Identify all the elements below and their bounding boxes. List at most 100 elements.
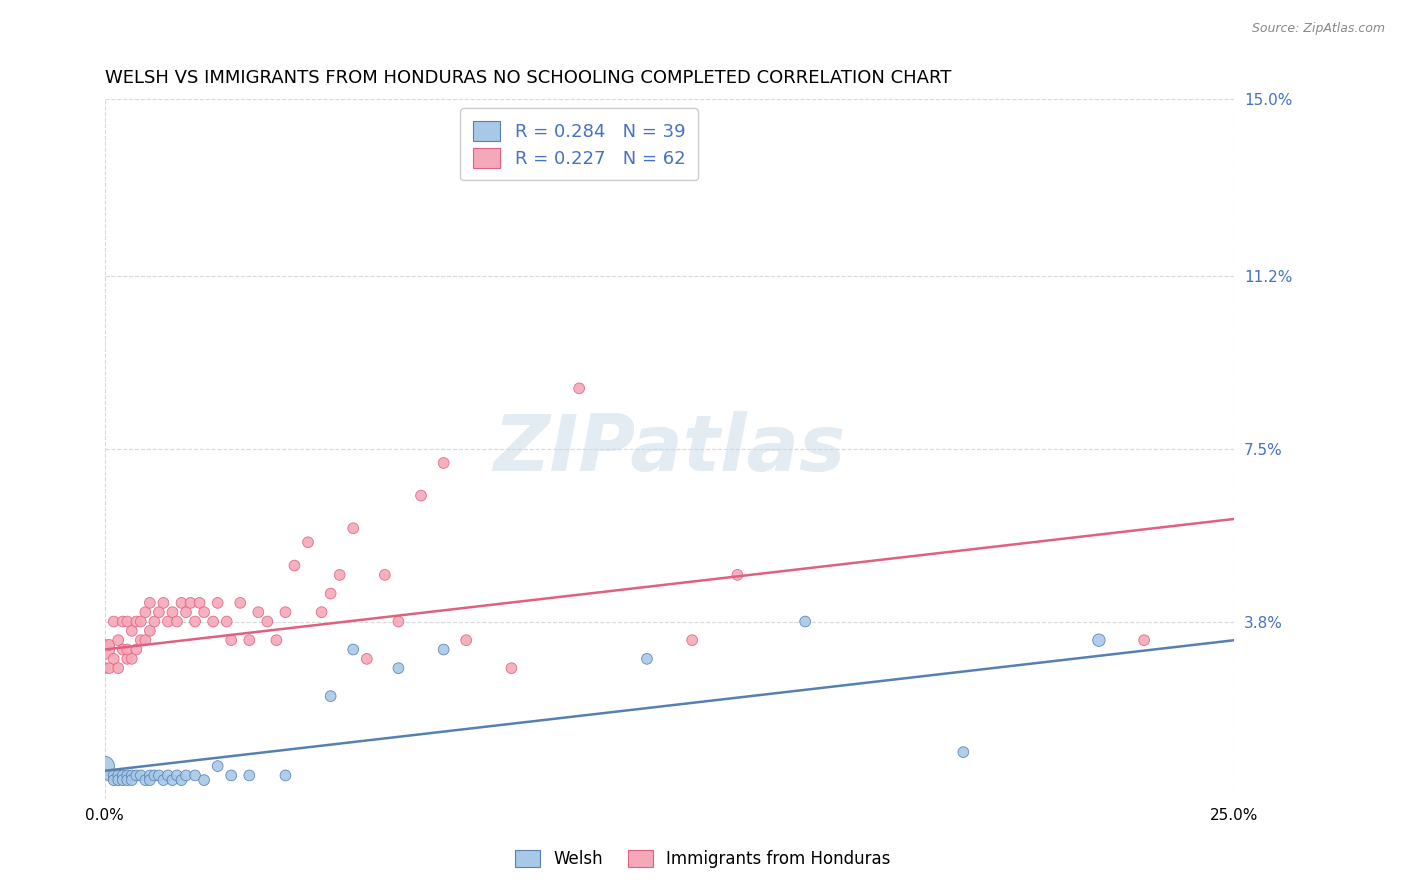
Point xyxy=(156,615,179,629)
Point xyxy=(107,768,129,782)
Point xyxy=(952,745,974,759)
Point xyxy=(166,768,188,782)
Point xyxy=(193,605,215,619)
Point xyxy=(129,768,152,782)
Point xyxy=(188,596,211,610)
Point xyxy=(93,759,115,773)
Point xyxy=(184,615,207,629)
Point xyxy=(117,773,139,788)
Point xyxy=(134,633,156,648)
Point xyxy=(121,768,143,782)
Point xyxy=(117,642,139,657)
Point xyxy=(117,615,139,629)
Point xyxy=(193,773,215,788)
Point xyxy=(98,661,121,675)
Point xyxy=(725,568,748,582)
Point xyxy=(103,615,125,629)
Point xyxy=(121,652,143,666)
Point xyxy=(319,689,342,703)
Point xyxy=(409,489,432,503)
Point xyxy=(117,768,139,782)
Point xyxy=(274,768,297,782)
Point xyxy=(456,633,478,648)
Point xyxy=(794,615,817,629)
Point xyxy=(238,768,260,782)
Point xyxy=(103,773,125,788)
Point xyxy=(148,605,170,619)
Point xyxy=(111,768,134,782)
Point xyxy=(170,596,193,610)
Point xyxy=(1133,633,1156,648)
Point xyxy=(180,596,202,610)
Point xyxy=(139,773,162,788)
Point xyxy=(297,535,319,549)
Point xyxy=(125,768,148,782)
Point xyxy=(111,615,134,629)
Point xyxy=(107,661,129,675)
Point xyxy=(387,615,409,629)
Point xyxy=(207,596,229,610)
Point xyxy=(107,773,129,788)
Point xyxy=(184,768,207,782)
Point xyxy=(156,768,179,782)
Point xyxy=(174,605,197,619)
Point xyxy=(166,615,188,629)
Point xyxy=(129,633,152,648)
Point xyxy=(202,615,225,629)
Point xyxy=(139,596,162,610)
Point xyxy=(129,615,152,629)
Legend: Welsh, Immigrants from Honduras: Welsh, Immigrants from Honduras xyxy=(509,843,897,875)
Point xyxy=(111,642,134,657)
Point xyxy=(93,661,115,675)
Point xyxy=(125,615,148,629)
Point xyxy=(238,633,260,648)
Point xyxy=(103,652,125,666)
Point xyxy=(319,586,342,600)
Text: ZIPatlas: ZIPatlas xyxy=(494,411,845,487)
Point xyxy=(311,605,333,619)
Point xyxy=(229,596,252,610)
Point xyxy=(247,605,270,619)
Point xyxy=(134,773,156,788)
Point xyxy=(433,642,456,657)
Point xyxy=(117,652,139,666)
Point xyxy=(215,615,238,629)
Point xyxy=(121,624,143,638)
Point xyxy=(329,568,352,582)
Point xyxy=(1088,633,1111,648)
Point xyxy=(501,661,523,675)
Point xyxy=(170,773,193,788)
Legend: R = 0.284   N = 39, R = 0.227   N = 62: R = 0.284 N = 39, R = 0.227 N = 62 xyxy=(461,108,697,180)
Point xyxy=(111,773,134,788)
Point xyxy=(256,615,278,629)
Point xyxy=(283,558,305,573)
Point xyxy=(219,633,242,648)
Point xyxy=(636,652,658,666)
Point xyxy=(152,773,174,788)
Point xyxy=(219,768,242,782)
Point xyxy=(139,768,162,782)
Point xyxy=(387,661,409,675)
Point xyxy=(107,633,129,648)
Point xyxy=(342,642,364,657)
Point xyxy=(356,652,378,666)
Point xyxy=(98,768,121,782)
Point xyxy=(274,605,297,619)
Point xyxy=(433,456,456,470)
Text: Source: ZipAtlas.com: Source: ZipAtlas.com xyxy=(1251,22,1385,36)
Point xyxy=(374,568,396,582)
Point xyxy=(152,596,174,610)
Point xyxy=(93,642,115,657)
Point xyxy=(143,615,166,629)
Point xyxy=(134,605,156,619)
Text: WELSH VS IMMIGRANTS FROM HONDURAS NO SCHOOLING COMPLETED CORRELATION CHART: WELSH VS IMMIGRANTS FROM HONDURAS NO SCH… xyxy=(104,69,950,87)
Point xyxy=(207,759,229,773)
Point xyxy=(681,633,703,648)
Point xyxy=(139,624,162,638)
Point xyxy=(125,642,148,657)
Point xyxy=(148,768,170,782)
Point xyxy=(342,521,364,535)
Point xyxy=(174,768,197,782)
Point xyxy=(103,768,125,782)
Point xyxy=(143,768,166,782)
